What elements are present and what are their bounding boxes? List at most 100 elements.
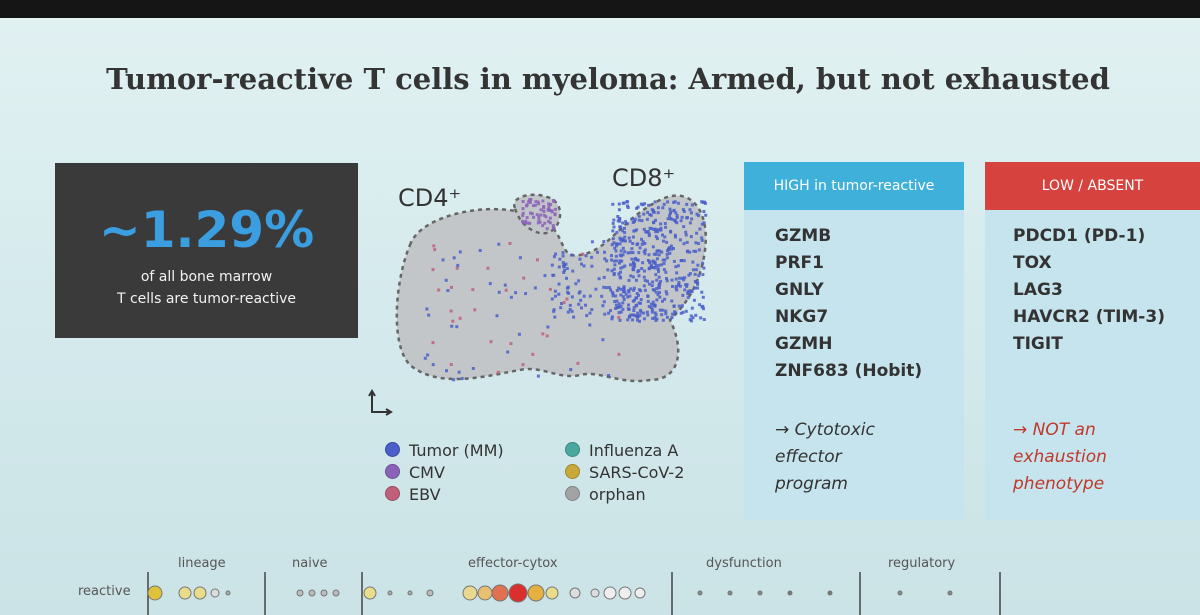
umap-dot (653, 200, 657, 204)
umap-dot (636, 242, 640, 246)
umap-dot (590, 308, 594, 312)
umap-dot (617, 208, 621, 212)
umap-dot (564, 262, 568, 266)
panel-item: TOX (1013, 253, 1052, 273)
umap-dot (700, 222, 704, 226)
umap-dot (609, 309, 612, 313)
bottom-dot (634, 587, 646, 599)
umap-dot (631, 265, 635, 269)
umap-dot (643, 242, 647, 245)
umap-dot (561, 254, 565, 258)
umap-dot (619, 249, 623, 253)
umap-dot (672, 304, 676, 308)
umap-dot (681, 276, 684, 280)
umap-dot (596, 250, 599, 254)
panel-header: LOW / ABSENT (985, 162, 1200, 210)
umap-dot (689, 235, 693, 239)
umap-dot (671, 285, 674, 288)
umap-dot (566, 310, 570, 314)
umap-dot (611, 292, 615, 296)
umap-dot (682, 259, 686, 263)
bottom-dot (332, 589, 340, 597)
umap-dot (633, 258, 637, 261)
umap-dot (651, 288, 655, 292)
umap-dot (624, 220, 628, 224)
umap-dot (621, 295, 625, 299)
umap-dot (548, 216, 552, 220)
umap-dot (561, 251, 565, 255)
umap-dot (623, 264, 627, 268)
legend-label: Influenza A (589, 441, 679, 460)
bottom-dot (787, 590, 793, 596)
umap-dot (702, 210, 706, 213)
umap-dot (656, 211, 660, 215)
umap-dot (617, 202, 621, 206)
umap-dot (495, 314, 499, 318)
umap-dot (542, 213, 546, 217)
umap-dot (688, 318, 692, 322)
umap-dot (630, 257, 634, 261)
umap-dot (441, 258, 445, 262)
umap-dot (603, 257, 607, 261)
umap-dot (619, 266, 623, 270)
umap-dot (565, 297, 569, 301)
umap-dot (634, 296, 638, 300)
panel-item: LAG3 (1013, 280, 1063, 300)
umap-dot (642, 284, 646, 288)
umap-dot (607, 311, 611, 315)
umap-dot (674, 265, 678, 269)
umap-dot (537, 202, 541, 206)
umap-dot (674, 286, 678, 290)
row-label: reactive (78, 584, 131, 599)
bottom-dot (210, 588, 220, 598)
umap-dot (579, 298, 583, 302)
umap-dot (615, 306, 619, 310)
umap-dot (525, 203, 529, 207)
umap-dot (631, 251, 635, 255)
umap-dot (654, 290, 658, 294)
umap-label: CD8⁺ (612, 164, 676, 192)
legend-label: CMV (409, 463, 445, 482)
umap-dot (553, 289, 557, 293)
umap-dot (649, 306, 653, 310)
umap-dot (661, 206, 665, 210)
umap-dot (681, 208, 685, 211)
umap-dot (425, 307, 429, 311)
umap-dot (647, 282, 651, 286)
umap-dot (704, 213, 708, 217)
umap-dot (630, 217, 634, 221)
umap-dot (642, 269, 646, 273)
umap-dot (554, 294, 557, 298)
umap-dot (697, 242, 700, 245)
umap-dot (608, 286, 611, 289)
umap-dot (549, 203, 553, 206)
umap-dot (669, 230, 673, 234)
umap-dot (624, 292, 628, 296)
umap-dot (645, 310, 649, 314)
umap-dot (444, 278, 448, 282)
umap-dot (673, 233, 677, 237)
umap-dot (685, 240, 689, 244)
umap-dot (594, 287, 598, 291)
umap-dot (618, 242, 622, 246)
umap-dot (528, 201, 532, 204)
umap-dot (581, 252, 585, 256)
umap-dot (619, 225, 623, 229)
umap-dot (696, 263, 700, 267)
umap-dot (656, 206, 660, 210)
umap-dot (631, 262, 635, 266)
umap-dot (646, 279, 649, 283)
umap-dot (618, 275, 622, 279)
umap-dot (613, 246, 617, 250)
umap-dot (693, 272, 697, 276)
umap-dot (672, 218, 676, 222)
umap-dot (638, 246, 642, 250)
umap-dot (637, 269, 641, 273)
umap-dot (619, 287, 623, 291)
umap-dot (685, 202, 689, 206)
umap-dot (613, 263, 617, 267)
umap-dot (689, 314, 693, 318)
umap-dot (578, 290, 582, 294)
umap-dot (649, 263, 653, 267)
umap-dot (669, 244, 673, 248)
